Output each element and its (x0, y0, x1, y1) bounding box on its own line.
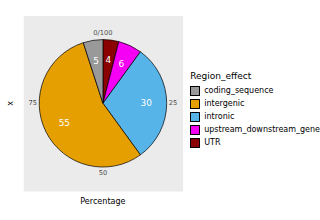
html-text:coding_sequence: coding_sequence (204, 86, 274, 95)
html-text:intergenic: intergenic (204, 99, 245, 108)
svg-text:6: 6 (119, 59, 125, 69)
svg-text:4: 4 (106, 55, 112, 65)
svg-text:x: x (6, 100, 15, 105)
html-text:UTR: UTR (204, 138, 221, 147)
svg-text:0/100: 0/100 (93, 29, 112, 37)
svg-text:75: 75 (29, 99, 38, 107)
html-text:Region_effect: Region_effect (190, 71, 252, 81)
svg-text:50: 50 (99, 169, 108, 177)
svg-text:30: 30 (141, 98, 153, 108)
html-text:intronic: intronic (204, 112, 235, 121)
svg-text:25: 25 (169, 99, 178, 107)
svg-text:Percentage: Percentage (80, 196, 125, 205)
html-text:upstream_downstream_gene: upstream_downstream_gene (204, 125, 320, 134)
svg-text:55: 55 (59, 118, 70, 128)
svg-text:5: 5 (93, 55, 99, 65)
